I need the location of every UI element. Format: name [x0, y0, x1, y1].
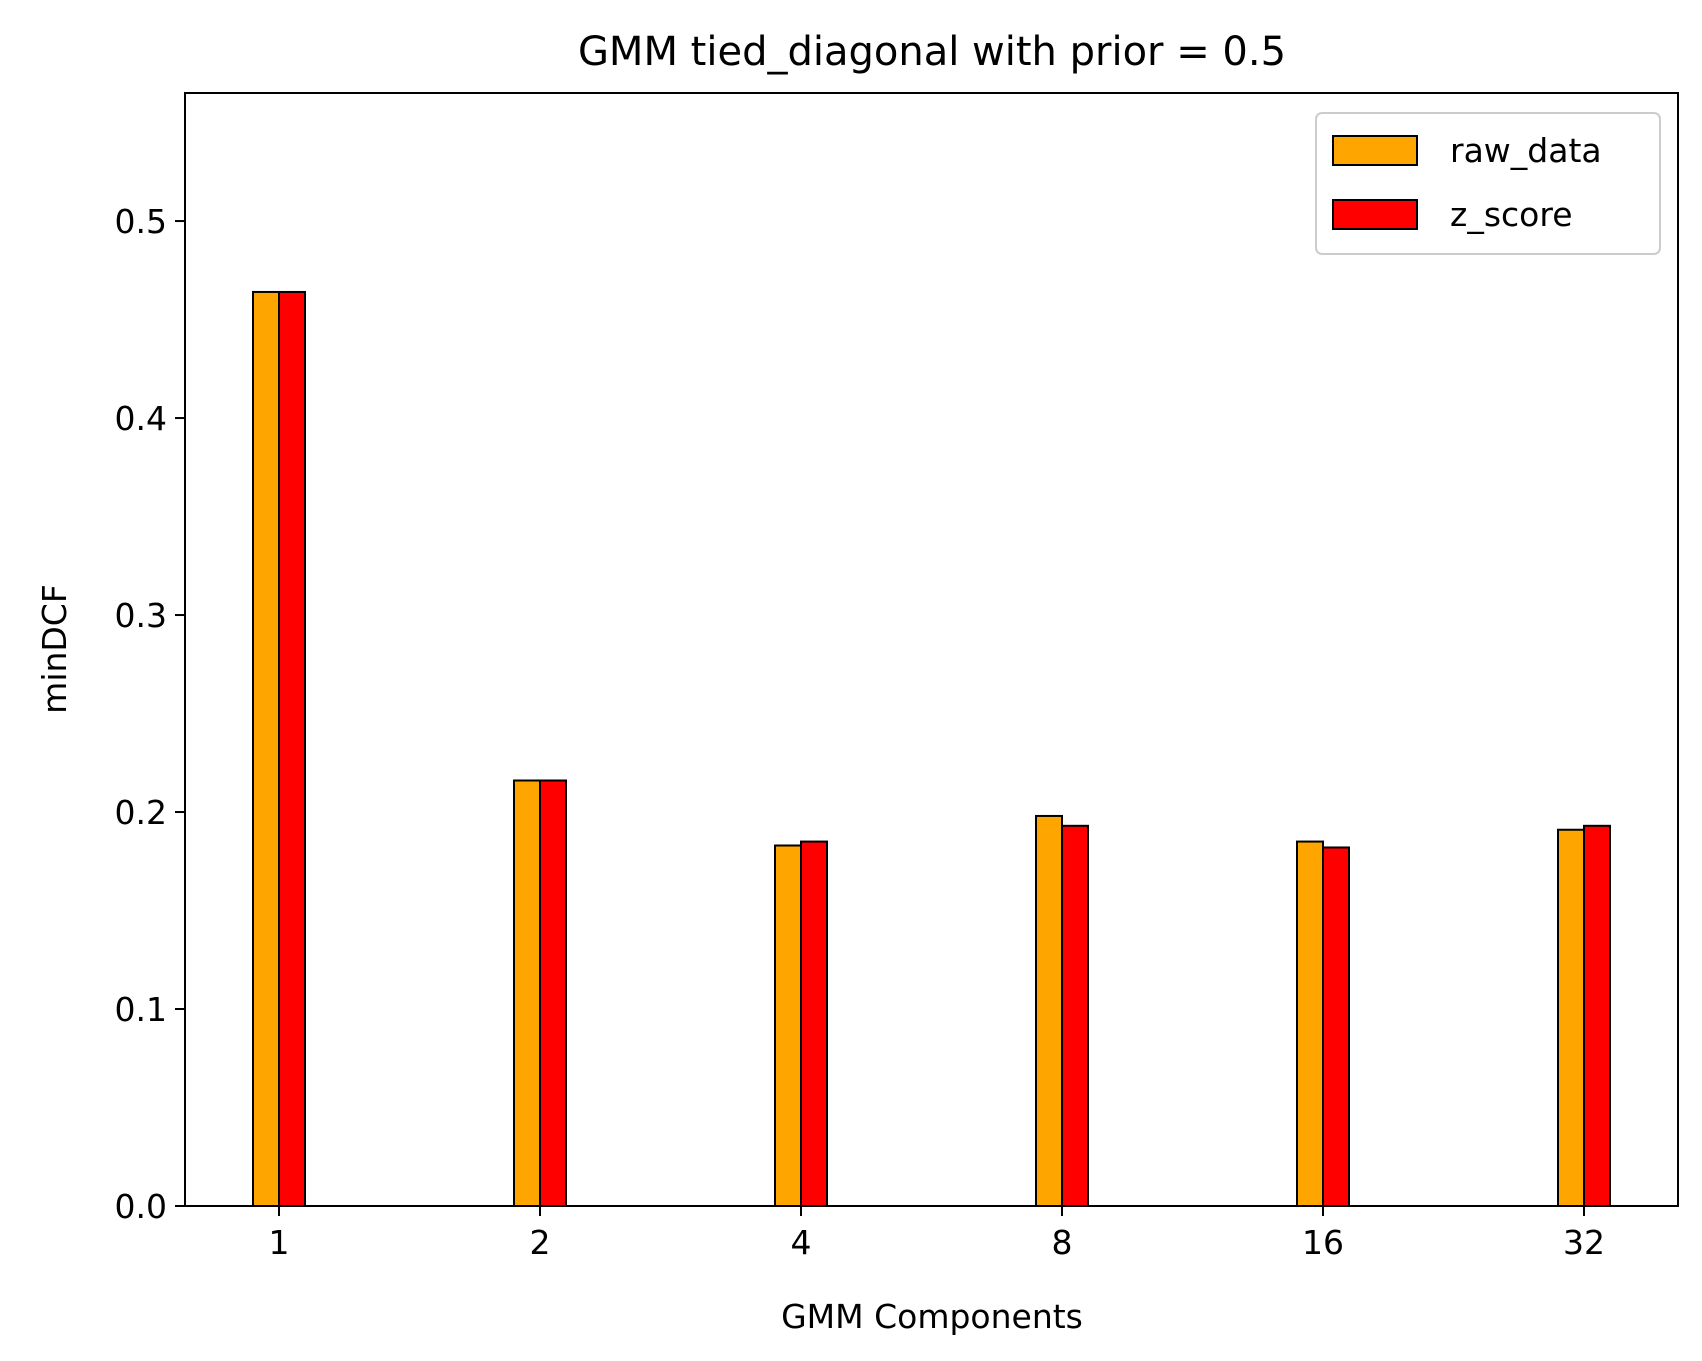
legend-swatch-raw-data — [1332, 135, 1418, 166]
y-tick-label-0.4: 0.4 — [115, 399, 167, 438]
x-axis-title: GMM Components — [781, 1297, 1083, 1336]
legend-label-raw-data: raw_data — [1450, 131, 1602, 170]
x-tick-label-4: 4 — [791, 1223, 812, 1262]
x-tick-label-16: 16 — [1302, 1223, 1344, 1262]
y-axis-title: minDCF — [35, 584, 74, 714]
y-tick-label-0.5: 0.5 — [115, 202, 167, 241]
bar-raw-data-1 — [252, 290, 280, 1207]
y-tick-label-0.2: 0.2 — [115, 793, 167, 832]
bar-raw-data-2 — [513, 779, 541, 1208]
bar-z-score-4 — [800, 840, 828, 1207]
bar-z-score-2 — [539, 779, 567, 1208]
bar-raw-data-8 — [1035, 814, 1063, 1207]
y-tick-label-0.0: 0.0 — [115, 1187, 167, 1226]
bars-layer — [252, 290, 1611, 1208]
x-tick-label-2: 2 — [530, 1223, 551, 1262]
bar-raw-data-16 — [1296, 840, 1324, 1207]
plot-frame — [184, 92, 1679, 1207]
bar-raw-data-32 — [1557, 828, 1585, 1207]
x-axis: 1 2 4 8 16 32 — [269, 1206, 1605, 1262]
x-tick-label-8: 8 — [1052, 1223, 1073, 1262]
y-axis: 0.0 0.1 0.2 0.3 0.4 0.5 — [115, 202, 185, 1226]
y-tick-label-0.3: 0.3 — [115, 596, 167, 635]
legend-swatch-z-score — [1332, 199, 1418, 230]
bar-z-score-8 — [1061, 824, 1089, 1207]
x-tick-label-32: 32 — [1563, 1223, 1605, 1262]
bar-z-score-32 — [1583, 824, 1611, 1207]
chart-title: GMM tied_diagonal with prior = 0.5 — [578, 29, 1286, 75]
y-tick-label-0.1: 0.1 — [115, 990, 167, 1029]
bar-z-score-1 — [278, 290, 306, 1207]
bar-z-score-16 — [1322, 846, 1350, 1208]
legend: raw_data z_score — [1315, 112, 1661, 255]
legend-label-z-score: z_score — [1450, 195, 1573, 234]
x-tick-label-1: 1 — [269, 1223, 290, 1262]
bar-raw-data-4 — [774, 844, 802, 1207]
